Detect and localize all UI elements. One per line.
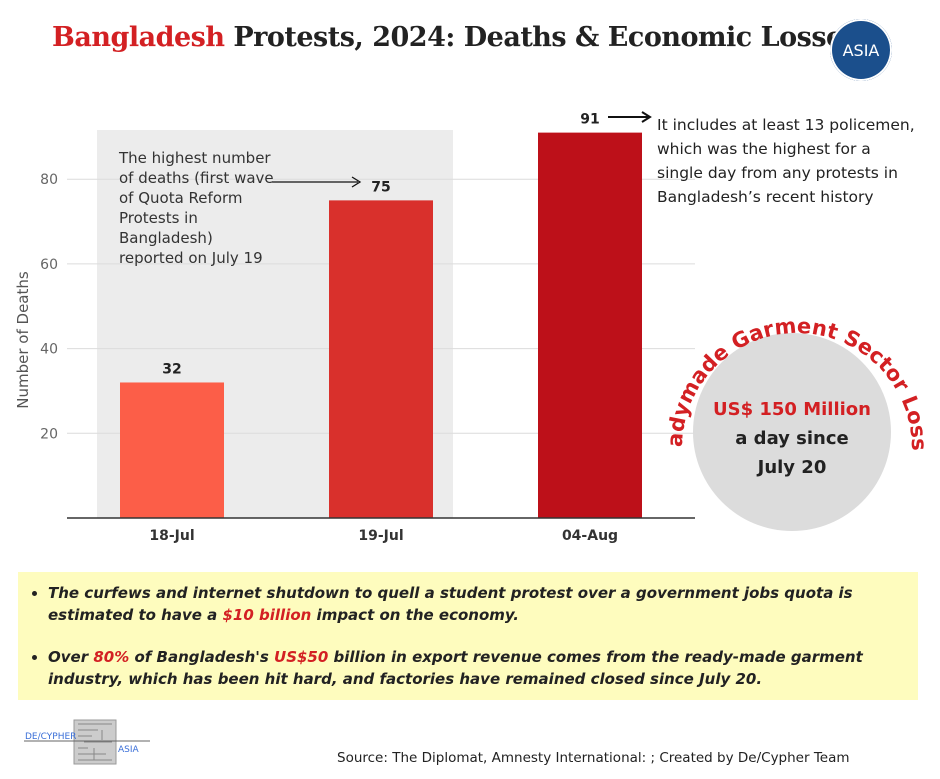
x-tick-label: 04-Aug — [562, 528, 618, 544]
garment-arc-title: Readymade Garment Sector Losses — [650, 290, 931, 451]
title-accent: Bangladesh — [52, 22, 225, 53]
arrow-head-icon-2 — [641, 111, 652, 123]
title-rest: Protests, 2024: Deaths & Economic Losses — [224, 22, 858, 53]
bullet-text: Over — [48, 648, 94, 666]
annotation-highest-wave: The highest number of deaths (first wave… — [119, 149, 274, 267]
bullet-highlight: 80% — [93, 648, 130, 666]
y-tick-label: 20 — [40, 426, 58, 442]
decypher-right-text: ASIA — [118, 745, 140, 755]
bullet-text: The curfews and internet shutdown to que… — [48, 584, 853, 624]
bar-chart: 20 40 60 80 32 18-Jul 75 19-Jul 91 04-Aug Number… — [14, 111, 695, 544]
decypher-logo: DE/CYPHER ASIA — [24, 719, 150, 765]
bullet-text: of Bangladesh's — [129, 648, 275, 666]
data-label: 75 — [371, 179, 390, 195]
bullet-highlight: US$50 — [274, 648, 329, 666]
y-axis-label: Number of Deaths — [14, 271, 32, 409]
decypher-left-text: DE/CYPHER — [25, 732, 76, 742]
key-facts-box: The curfews and internet shutdown to que… — [18, 572, 918, 700]
bullet-export: Over 80% of Bangladesh's US$50 billion i… — [48, 646, 918, 690]
arrow-head-icon — [351, 176, 362, 188]
x-tick-label: 18-Jul — [149, 528, 194, 544]
y-tick-label: 60 — [40, 257, 58, 273]
data-label: 32 — [162, 361, 181, 377]
bullet-highlight: $10 billion — [222, 606, 312, 624]
annotation-policemen: It includes at least 13 policemen, which… — [657, 116, 915, 206]
bar-19-Jul — [329, 200, 433, 518]
y-tick-label: 40 — [40, 342, 58, 358]
bar-18-Jul — [120, 382, 224, 518]
source-text: Source: The Diplomat, Amnesty Internatio… — [337, 750, 850, 766]
y-tick-label: 80 — [40, 172, 58, 188]
garment-circle — [693, 333, 891, 531]
page-title: Bangladesh Protests, 2024: Deaths & Econ… — [52, 22, 858, 53]
asia-logo: ASIA — [830, 19, 892, 81]
bar-04-Aug — [538, 132, 642, 519]
garment-loss-text: US$ 150 Million a day since July 20 — [693, 395, 891, 482]
bullet-text: billion in export revenue comes from the… — [48, 648, 863, 688]
x-tick-label: 19-Jul — [358, 528, 403, 544]
bullet-economy: The curfews and internet shutdown to que… — [48, 582, 918, 626]
garment-amount: US$ 150 Million — [713, 399, 871, 420]
garment-line3: July 20 — [757, 457, 827, 478]
data-label: 91 — [580, 112, 599, 128]
bullet-text: impact on the economy. — [311, 606, 519, 624]
garment-line2: a day since — [735, 428, 849, 449]
